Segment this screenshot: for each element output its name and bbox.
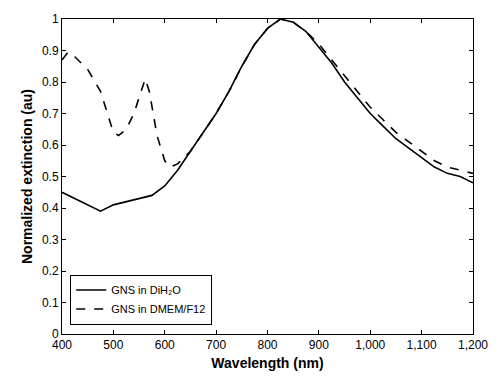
svg-text:900: 900 (309, 338, 329, 352)
svg-text:0.3: 0.3 (42, 233, 59, 247)
svg-text:0: 0 (52, 327, 59, 341)
svg-text:GNS in DMEM/F12: GNS in DMEM/F12 (111, 303, 205, 315)
svg-text:0.8: 0.8 (42, 75, 59, 89)
svg-text:600: 600 (155, 338, 175, 352)
svg-text:0.1: 0.1 (42, 296, 59, 310)
svg-text:1,000: 1,000 (355, 338, 385, 352)
svg-text:1,200: 1,200 (458, 338, 488, 352)
svg-text:0.4: 0.4 (42, 201, 59, 215)
svg-text:0.2: 0.2 (42, 264, 59, 278)
svg-text:700: 700 (206, 338, 226, 352)
svg-text:500: 500 (103, 338, 123, 352)
svg-text:400: 400 (52, 338, 72, 352)
svg-text:0.7: 0.7 (42, 107, 59, 121)
svg-text:800: 800 (257, 338, 277, 352)
svg-text:1: 1 (52, 12, 59, 26)
svg-text:Normalized extinction (au): Normalized extinction (au) (19, 89, 35, 264)
svg-text:GNS in DiH₂O: GNS in DiH₂O (111, 284, 181, 296)
svg-text:Wavelength (nm): Wavelength (nm) (211, 355, 323, 371)
svg-text:1,100: 1,100 (407, 338, 437, 352)
svg-text:0.5: 0.5 (42, 170, 59, 184)
svg-text:0.9: 0.9 (42, 44, 59, 58)
svg-text:0.6: 0.6 (42, 138, 59, 152)
